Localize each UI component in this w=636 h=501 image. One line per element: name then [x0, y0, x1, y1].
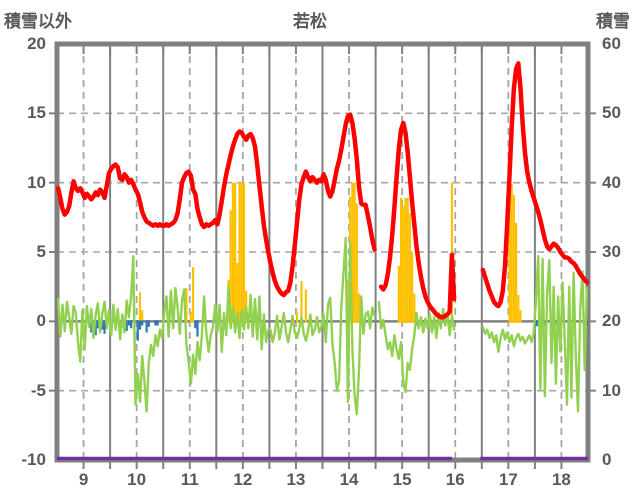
orange-bar [406, 197, 409, 323]
green-line [56, 236, 589, 416]
y-right-tick-label: 60 [602, 34, 621, 53]
orange-bar [510, 184, 513, 323]
orange-bar [236, 263, 239, 323]
blue-bar [130, 320, 133, 329]
blue-bar [147, 320, 150, 327]
x-tick-label: 17 [498, 470, 518, 489]
blue-bar [534, 320, 538, 327]
y-left-tick-label: -5 [30, 380, 46, 400]
y-right-tick-label: 10 [602, 380, 621, 400]
x-tick-label: 12 [233, 470, 253, 489]
x-tick-label: 18 [551, 470, 571, 489]
orange-bar [517, 294, 520, 323]
blue-bar [194, 320, 197, 329]
orange-bar [304, 289, 308, 323]
y-right-tick-label: 0 [602, 450, 612, 469]
orange-bar [353, 182, 356, 323]
orange-bar [408, 213, 411, 323]
orange-bar [240, 182, 243, 323]
x-tick-label: 16 [445, 470, 465, 489]
orange-bar [229, 210, 232, 323]
x-tick-label: 15 [392, 470, 412, 489]
y-left-tick-label: 5 [36, 242, 46, 261]
blue-bar [127, 320, 131, 326]
x-tick-label: 13 [286, 470, 306, 489]
y-right-tick-label: 40 [602, 172, 621, 192]
blue-bar [136, 320, 139, 341]
blue-bar [196, 320, 199, 337]
blue-bar [141, 320, 144, 326]
blue-bar [94, 320, 97, 336]
orange-bar [514, 222, 518, 323]
orange-bar [413, 293, 416, 323]
orange-bar [295, 313, 299, 323]
left-axis-title: 積雪以外 [4, 12, 72, 31]
blue-bar [90, 320, 93, 333]
y-left-tick-label: 20 [27, 34, 46, 53]
orange-bar [242, 182, 246, 323]
orange-bar [141, 310, 144, 323]
x-tick-label: 10 [127, 470, 147, 489]
orange-bar [185, 288, 188, 323]
orange-bar [404, 197, 407, 323]
orange-bar [231, 182, 234, 323]
orange-bar [357, 293, 361, 323]
orange-bar [519, 310, 522, 323]
orange-bar [399, 197, 403, 323]
orange-bar [351, 182, 354, 323]
blue-bar [101, 320, 104, 330]
orange-bar [189, 311, 192, 323]
blue-bar [554, 320, 558, 325]
orange-bar [397, 265, 400, 323]
orange-bar [191, 267, 195, 323]
right-axis-title: 積雪 [596, 12, 630, 31]
blue-bar [154, 320, 157, 326]
orange-bar [508, 182, 511, 323]
orange-bar [346, 279, 350, 323]
blue-bar [145, 320, 148, 333]
blue-bar [125, 320, 128, 332]
orange-bar [238, 182, 241, 323]
y-right-tick-label: 20 [602, 311, 621, 331]
x-tick-label: 11 [180, 470, 199, 489]
orange-bar [512, 195, 515, 323]
orange-bar [411, 252, 414, 323]
orange-bar [355, 203, 358, 323]
orange-bar [234, 182, 237, 323]
x-tick-label: 9 [78, 470, 89, 489]
red-line [55, 61, 590, 320]
blue-bar [96, 320, 100, 329]
orange-bar [402, 206, 405, 323]
blue-bar [103, 320, 106, 334]
y-right-tick-label: 50 [602, 103, 621, 123]
blue-bar [138, 320, 142, 330]
y-left-tick-label: 0 [36, 311, 46, 331]
x-tick-label: 14 [339, 470, 359, 489]
y-left-tick-label: -10 [21, 450, 46, 469]
orange-bar [300, 281, 303, 323]
y-left-tick-label: 10 [27, 172, 46, 192]
chart-title: 若松 [293, 12, 327, 31]
y-left-tick-label: 15 [27, 103, 46, 123]
y-right-tick-label: 30 [602, 242, 621, 261]
orange-bar [138, 292, 142, 323]
blue-bar [156, 320, 159, 326]
